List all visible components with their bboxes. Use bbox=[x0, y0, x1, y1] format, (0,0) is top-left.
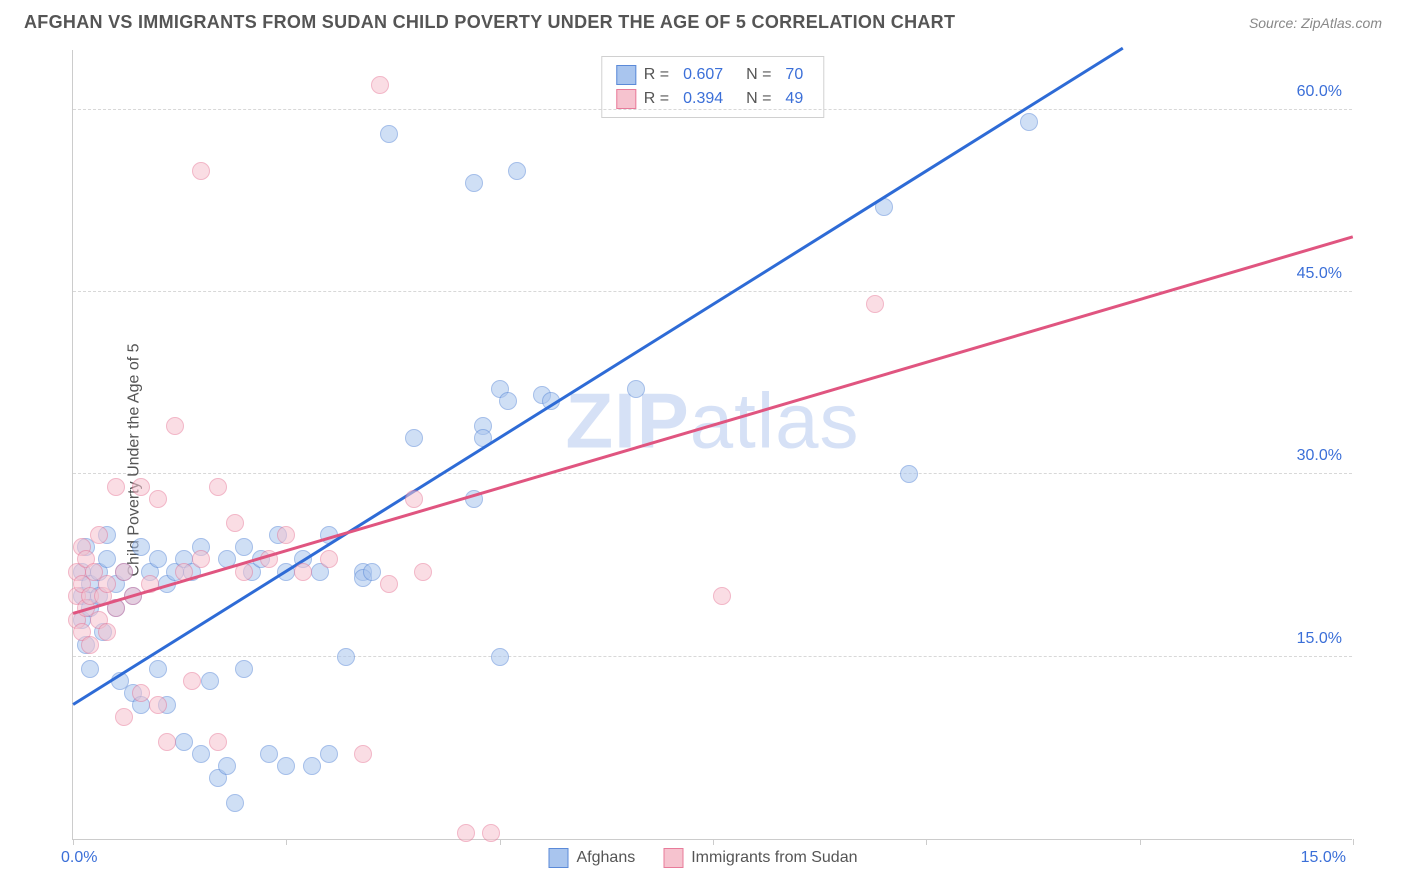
data-point bbox=[81, 660, 99, 678]
data-point bbox=[320, 550, 338, 568]
watermark: ZIPatlas bbox=[565, 375, 859, 466]
legend-item: Afghans bbox=[549, 848, 636, 868]
data-point bbox=[482, 824, 500, 842]
data-point bbox=[465, 174, 483, 192]
legend-r-value: 0.394 bbox=[683, 90, 723, 108]
y-tick-label: 15.0% bbox=[1297, 630, 1342, 648]
data-point bbox=[90, 526, 108, 544]
plot-area: ZIPatlas R = 0.607 N = 70 R = 0.394 N = 49 15… bbox=[72, 50, 1352, 840]
gridline bbox=[73, 109, 1352, 110]
y-tick-label: 30.0% bbox=[1297, 447, 1342, 465]
data-point bbox=[277, 526, 295, 544]
x-tick bbox=[286, 839, 287, 845]
data-point bbox=[192, 550, 210, 568]
data-point bbox=[209, 733, 227, 751]
legend-r-label: R = bbox=[644, 90, 669, 108]
legend-label: Afghans bbox=[577, 849, 636, 867]
trend-line bbox=[72, 47, 1123, 705]
x-tick bbox=[1140, 839, 1141, 845]
data-point bbox=[81, 636, 99, 654]
data-point bbox=[866, 295, 884, 313]
x-min-label: 0.0% bbox=[61, 849, 97, 867]
data-point bbox=[508, 162, 526, 180]
data-point bbox=[363, 563, 381, 581]
legend-label: Immigrants from Sudan bbox=[691, 849, 857, 867]
data-point bbox=[175, 733, 193, 751]
data-point bbox=[371, 76, 389, 94]
data-point bbox=[337, 648, 355, 666]
data-point bbox=[115, 563, 133, 581]
source-label: Source: ZipAtlas.com bbox=[1249, 15, 1382, 31]
legend-r-value: 0.607 bbox=[683, 66, 723, 84]
data-point bbox=[98, 623, 116, 641]
data-point bbox=[320, 745, 338, 763]
legend-row: R = 0.607 N = 70 bbox=[616, 63, 809, 87]
data-point bbox=[132, 684, 150, 702]
gridline bbox=[73, 656, 1352, 657]
data-point bbox=[491, 648, 509, 666]
data-point bbox=[149, 550, 167, 568]
data-point bbox=[900, 465, 918, 483]
legend-swatch bbox=[616, 89, 636, 109]
data-point bbox=[235, 538, 253, 556]
data-point bbox=[354, 745, 372, 763]
x-tick bbox=[73, 839, 74, 845]
chart-container: Child Poverty Under the Age of 5 ZIPatla… bbox=[24, 50, 1382, 870]
data-point bbox=[405, 490, 423, 508]
data-point bbox=[218, 757, 236, 775]
data-point bbox=[149, 696, 167, 714]
legend-item: Immigrants from Sudan bbox=[663, 848, 857, 868]
data-point bbox=[107, 478, 125, 496]
data-point bbox=[226, 514, 244, 532]
y-tick-label: 45.0% bbox=[1297, 265, 1342, 283]
data-point bbox=[260, 745, 278, 763]
series-legend: Afghans Immigrants from Sudan bbox=[549, 848, 858, 868]
data-point bbox=[380, 575, 398, 593]
legend-n-value: 70 bbox=[785, 66, 803, 84]
data-point bbox=[457, 824, 475, 842]
data-point bbox=[158, 733, 176, 751]
legend-row: R = 0.394 N = 49 bbox=[616, 87, 809, 111]
x-tick bbox=[713, 839, 714, 845]
data-point bbox=[149, 660, 167, 678]
legend-n-value: 49 bbox=[785, 90, 803, 108]
legend-swatch bbox=[663, 848, 683, 868]
gridline bbox=[73, 473, 1352, 474]
y-tick-label: 60.0% bbox=[1297, 83, 1342, 101]
x-tick bbox=[500, 839, 501, 845]
legend-r-label: R = bbox=[644, 66, 669, 84]
data-point bbox=[1020, 113, 1038, 131]
data-point bbox=[132, 478, 150, 496]
data-point bbox=[713, 587, 731, 605]
legend-swatch bbox=[549, 848, 569, 868]
data-point bbox=[192, 162, 210, 180]
data-point bbox=[303, 757, 321, 775]
data-point bbox=[627, 380, 645, 398]
x-tick bbox=[926, 839, 927, 845]
chart-title: AFGHAN VS IMMIGRANTS FROM SUDAN CHILD PO… bbox=[24, 12, 955, 33]
data-point bbox=[132, 538, 150, 556]
legend-n-label: N = bbox=[737, 90, 771, 108]
data-point bbox=[115, 708, 133, 726]
legend-n-label: N = bbox=[737, 66, 771, 84]
data-point bbox=[166, 417, 184, 435]
data-point bbox=[209, 478, 227, 496]
data-point bbox=[380, 125, 398, 143]
data-point bbox=[98, 575, 116, 593]
x-max-label: 15.0% bbox=[1301, 849, 1346, 867]
data-point bbox=[405, 429, 423, 447]
data-point bbox=[183, 672, 201, 690]
data-point bbox=[226, 794, 244, 812]
x-tick bbox=[1353, 839, 1354, 845]
data-point bbox=[414, 563, 432, 581]
data-point bbox=[192, 745, 210, 763]
data-point bbox=[235, 660, 253, 678]
data-point bbox=[499, 392, 517, 410]
data-point bbox=[201, 672, 219, 690]
legend-swatch bbox=[616, 65, 636, 85]
data-point bbox=[149, 490, 167, 508]
data-point bbox=[294, 563, 312, 581]
data-point bbox=[277, 757, 295, 775]
